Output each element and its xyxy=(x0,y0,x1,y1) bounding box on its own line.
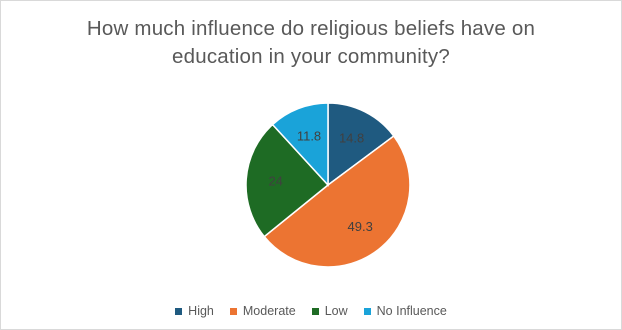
legend-item-no-influence: No Influence xyxy=(363,304,447,318)
pie-slice-no-influence xyxy=(271,102,329,187)
chart-legend: High Moderate Low No Influence xyxy=(1,304,621,318)
legend-item-high: High xyxy=(175,304,214,318)
pie-chart: 14.8 49.3 24 11.8 xyxy=(245,102,411,268)
legend-label-high: High xyxy=(188,304,214,318)
data-label-high: 14.8 xyxy=(339,131,364,146)
data-label-moderate: 49.3 xyxy=(348,219,373,234)
chart-title-line-2: education in your community? xyxy=(172,45,450,68)
legend-swatch-high xyxy=(175,307,183,315)
legend-item-moderate: Moderate xyxy=(229,304,296,318)
data-label-low: 24 xyxy=(268,174,282,189)
pie-slice-high xyxy=(327,102,395,187)
pie-slice-moderate xyxy=(263,134,411,268)
pie-slice-low xyxy=(245,123,330,238)
legend-swatch-low xyxy=(311,307,319,315)
legend-item-low: Low xyxy=(311,304,348,318)
legend-swatch-no-influence xyxy=(363,307,371,315)
legend-label-moderate: Moderate xyxy=(242,304,296,318)
legend-swatch-moderate xyxy=(229,307,237,315)
legend-label-low: Low xyxy=(324,304,348,318)
legend-label-no-influence: No Influence xyxy=(376,304,447,318)
data-label-no-influence: 11.8 xyxy=(297,129,321,144)
chart-title-line-1: How much influence do religious beliefs … xyxy=(86,17,536,40)
chart-title: How much influence do religious beliefs … xyxy=(1,15,621,71)
